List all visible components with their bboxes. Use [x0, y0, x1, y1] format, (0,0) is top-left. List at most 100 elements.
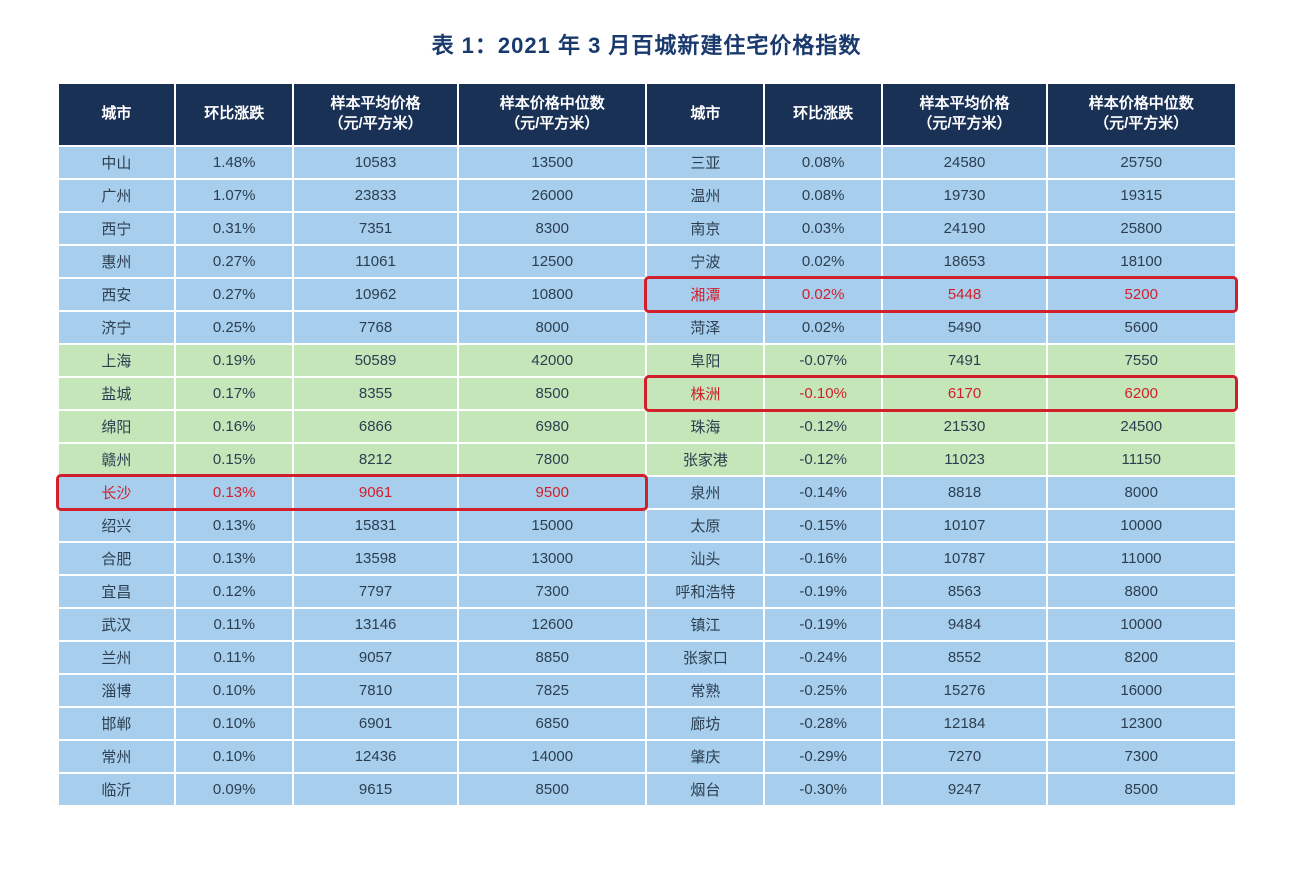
cell-avg: 8552	[882, 641, 1047, 674]
cell-pct: -0.29%	[764, 740, 882, 773]
cell-avg: 50589	[293, 344, 458, 377]
cell-pct: 0.02%	[764, 278, 882, 311]
cell-pct: 0.15%	[175, 443, 293, 476]
cell-median: 8500	[1047, 773, 1236, 806]
cell-avg: 12436	[293, 740, 458, 773]
cell-median: 42000	[458, 344, 646, 377]
cell-median: 8000	[1047, 476, 1236, 509]
table-row: 淄博0.10%78107825常熟-0.25%1527616000	[58, 674, 1236, 707]
cell-city: 上海	[58, 344, 176, 377]
cell-pct: 0.02%	[764, 311, 882, 344]
cell-avg: 24580	[882, 146, 1047, 179]
cell-pct: 0.09%	[175, 773, 293, 806]
cell-pct: 0.13%	[175, 542, 293, 575]
cell-city: 南京	[646, 212, 764, 245]
cell-avg: 6901	[293, 707, 458, 740]
cell-city: 湘潭	[646, 278, 764, 311]
cell-city: 长沙	[58, 476, 176, 509]
cell-city: 盐城	[58, 377, 176, 410]
cell-avg: 13146	[293, 608, 458, 641]
table-row: 合肥0.13%1359813000汕头-0.16%1078711000	[58, 542, 1236, 575]
cell-city: 临沂	[58, 773, 176, 806]
cell-avg: 9061	[293, 476, 458, 509]
cell-city: 株洲	[646, 377, 764, 410]
cell-city: 邯郸	[58, 707, 176, 740]
col-avg-right: 样本平均价格（元/平方米）	[882, 83, 1047, 146]
cell-median: 15000	[458, 509, 646, 542]
header-row: 城市 环比涨跌 样本平均价格（元/平方米） 样本价格中位数（元/平方米） 城市 …	[58, 83, 1236, 146]
cell-pct: 0.03%	[764, 212, 882, 245]
cell-pct: -0.10%	[764, 377, 882, 410]
col-avg-left: 样本平均价格（元/平方米）	[293, 83, 458, 146]
cell-median: 12300	[1047, 707, 1236, 740]
cell-city: 济宁	[58, 311, 176, 344]
cell-median: 24500	[1047, 410, 1236, 443]
cell-median: 12500	[458, 245, 646, 278]
cell-median: 25800	[1047, 212, 1236, 245]
cell-city: 绵阳	[58, 410, 176, 443]
cell-avg: 8563	[882, 575, 1047, 608]
table-row: 中山1.48%1058313500三亚0.08%2458025750	[58, 146, 1236, 179]
table-row: 广州1.07%2383326000温州0.08%1973019315	[58, 179, 1236, 212]
cell-median: 7300	[1047, 740, 1236, 773]
cell-city: 阜阳	[646, 344, 764, 377]
table-row: 常州0.10%1243614000肇庆-0.29%72707300	[58, 740, 1236, 773]
cell-median: 5600	[1047, 311, 1236, 344]
cell-city: 绍兴	[58, 509, 176, 542]
cell-median: 12600	[458, 608, 646, 641]
cell-city: 宁波	[646, 245, 764, 278]
cell-avg: 24190	[882, 212, 1047, 245]
cell-median: 13500	[458, 146, 646, 179]
cell-pct: 0.10%	[175, 740, 293, 773]
cell-city: 廊坊	[646, 707, 764, 740]
cell-pct: 0.19%	[175, 344, 293, 377]
table-row: 宜昌0.12%77977300呼和浩特-0.19%85638800	[58, 575, 1236, 608]
cell-avg: 15831	[293, 509, 458, 542]
cell-median: 7300	[458, 575, 646, 608]
table-row: 盐城0.17%83558500株洲-0.10%61706200	[58, 377, 1236, 410]
cell-pct: -0.15%	[764, 509, 882, 542]
cell-city: 汕头	[646, 542, 764, 575]
price-index-table: 城市 环比涨跌 样本平均价格（元/平方米） 样本价格中位数（元/平方米） 城市 …	[57, 82, 1237, 807]
cell-city: 张家口	[646, 641, 764, 674]
table-row: 武汉0.11%1314612600镇江-0.19%948410000	[58, 608, 1236, 641]
cell-median: 8000	[458, 311, 646, 344]
cell-city: 呼和浩特	[646, 575, 764, 608]
cell-pct: -0.14%	[764, 476, 882, 509]
table-row: 长沙0.13%90619500泉州-0.14%88188000	[58, 476, 1236, 509]
cell-city: 常州	[58, 740, 176, 773]
cell-city: 中山	[58, 146, 176, 179]
cell-pct: 0.12%	[175, 575, 293, 608]
cell-city: 三亚	[646, 146, 764, 179]
col-median-right: 样本价格中位数（元/平方米）	[1047, 83, 1236, 146]
cell-avg: 11061	[293, 245, 458, 278]
cell-median: 7550	[1047, 344, 1236, 377]
cell-avg: 10787	[882, 542, 1047, 575]
col-city-left: 城市	[58, 83, 176, 146]
cell-median: 8500	[458, 377, 646, 410]
cell-pct: 0.08%	[764, 146, 882, 179]
cell-avg: 8212	[293, 443, 458, 476]
cell-median: 13000	[458, 542, 646, 575]
cell-pct: -0.12%	[764, 410, 882, 443]
table-outer: 城市 环比涨跌 样本平均价格（元/平方米） 样本价格中位数（元/平方米） 城市 …	[57, 82, 1237, 807]
cell-pct: 0.02%	[764, 245, 882, 278]
cell-median: 6850	[458, 707, 646, 740]
cell-pct: -0.19%	[764, 608, 882, 641]
cell-city: 泉州	[646, 476, 764, 509]
cell-pct: 0.16%	[175, 410, 293, 443]
cell-median: 9500	[458, 476, 646, 509]
cell-avg: 7491	[882, 344, 1047, 377]
cell-median: 14000	[458, 740, 646, 773]
cell-avg: 6170	[882, 377, 1047, 410]
table-row: 西宁0.31%73518300南京0.03%2419025800	[58, 212, 1236, 245]
table-title: 表 1：2021 年 3 月百城新建住宅价格指数	[40, 28, 1253, 60]
cell-median: 10000	[1047, 509, 1236, 542]
col-pct-right: 环比涨跌	[764, 83, 882, 146]
cell-median: 8300	[458, 212, 646, 245]
cell-pct: 0.17%	[175, 377, 293, 410]
cell-median: 26000	[458, 179, 646, 212]
col-median-left: 样本价格中位数（元/平方米）	[458, 83, 646, 146]
table-row: 济宁0.25%77688000菏泽0.02%54905600	[58, 311, 1236, 344]
cell-city: 广州	[58, 179, 176, 212]
